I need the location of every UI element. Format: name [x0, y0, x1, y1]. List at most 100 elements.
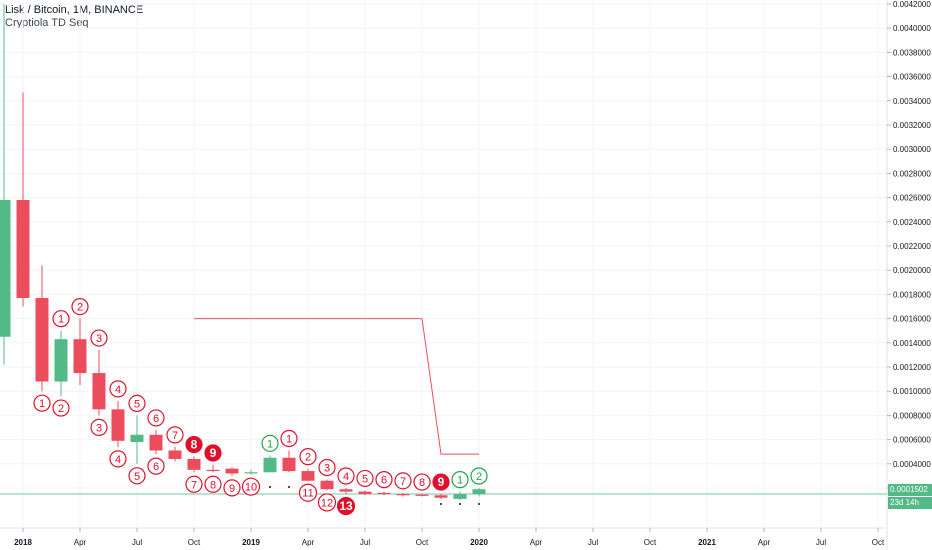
td-count-label: 4	[115, 454, 121, 466]
candle-body	[263, 457, 277, 473]
td-count-marker: 4	[337, 467, 355, 485]
y-tick-label: 0.0022000	[893, 242, 931, 251]
td-count-circle	[109, 450, 127, 468]
td-count-marker: 1	[451, 471, 469, 489]
candle	[168, 446, 182, 462]
td-count-marker: 10	[241, 477, 261, 496]
td-count-circle	[128, 394, 146, 412]
y-tick-label: 0.0014000	[893, 339, 931, 348]
td-count-circle	[147, 457, 165, 475]
td-count-marker: 6	[375, 471, 393, 489]
candle-body	[377, 492, 391, 495]
candle	[187, 456, 201, 473]
td-count-circle	[451, 471, 469, 489]
candle-body	[358, 491, 372, 495]
td-count-marker: 12	[317, 493, 337, 512]
candle	[73, 318, 87, 386]
td-count-label: 1	[267, 438, 273, 450]
candle	[282, 450, 296, 473]
td-count-marker: 9	[223, 479, 241, 497]
td-count-circle	[204, 475, 222, 493]
y-tick-label: 0.0024000	[893, 218, 931, 227]
td-count-marker: 6	[147, 409, 165, 427]
td-count-circle	[356, 469, 374, 488]
indicator-dot	[478, 503, 480, 505]
td-count-circle	[413, 473, 431, 491]
td-count-circle	[470, 467, 488, 485]
td-count-label: 6	[381, 475, 387, 487]
td-count-label: 5	[134, 471, 140, 483]
td-count-circle	[375, 471, 393, 489]
candle	[206, 465, 220, 473]
candle	[16, 92, 30, 307]
candle-body	[415, 494, 429, 496]
candle	[396, 492, 410, 497]
td-count-label: 5	[134, 398, 140, 410]
candle-body	[168, 450, 182, 459]
y-tick-label: 0.0010000	[893, 387, 931, 396]
candle	[301, 468, 315, 481]
y-tick-label: 0.0028000	[893, 169, 931, 178]
td-count-circle	[166, 426, 184, 444]
td-count-marker: 2	[470, 467, 488, 485]
td-count-label: 13	[339, 499, 353, 513]
td-count-circle	[336, 496, 356, 516]
td-count-label: 4	[115, 384, 121, 396]
td-count-marker: 7	[185, 475, 203, 493]
td-count-label: 3	[96, 422, 102, 434]
td-count-label: 7	[172, 430, 178, 442]
x-tick-label: 2018	[14, 538, 32, 547]
td-count-label: 1	[457, 475, 463, 487]
candle	[320, 479, 334, 491]
td-count-circle	[318, 458, 336, 477]
td-count-circle	[223, 479, 241, 497]
x-tick-label: 2021	[698, 538, 716, 547]
td-count-label: 9	[210, 446, 217, 460]
td-count-circle	[185, 435, 203, 454]
td-count-circle	[90, 329, 108, 347]
td-count-label: 2	[77, 302, 83, 314]
x-tick-label: Apr	[74, 538, 87, 547]
td-count-marker: 5	[128, 394, 146, 412]
td-count-label: 3	[324, 463, 330, 475]
td-count-marker: 2	[299, 448, 317, 466]
td-count-marker: 4	[109, 380, 127, 398]
td-count-label: 6	[153, 461, 159, 473]
td-count-label: 8	[210, 479, 216, 491]
td-count-label: 2	[476, 471, 482, 483]
candle-body	[396, 494, 410, 496]
candle	[0, 4, 11, 365]
td-count-circle	[90, 418, 108, 436]
candle-body	[301, 471, 315, 481]
candle	[35, 265, 49, 392]
y-tick-label: 0.0036000	[893, 73, 931, 82]
indicator-label[interactable]: Cryptiola TD Seq	[5, 17, 89, 29]
y-tick-label: 0.0030000	[893, 145, 931, 154]
td-count-label: 1	[58, 314, 64, 326]
x-tick-label: Apr	[302, 538, 315, 547]
candle-body	[187, 458, 201, 470]
td-count-label: 2	[58, 403, 64, 415]
td-count-label: 8	[419, 477, 425, 489]
indicator-dot	[459, 503, 461, 505]
candle	[244, 469, 258, 475]
td-count-marker: 9	[204, 444, 222, 462]
td-count-label: 10	[245, 482, 257, 494]
candle	[339, 488, 353, 495]
candle-body	[16, 200, 30, 299]
indicator-dot	[288, 486, 290, 488]
y-tick-label: 0.0016000	[893, 315, 931, 324]
x-tick-label: 2019	[242, 538, 260, 547]
candle	[453, 491, 467, 501]
td-count-label: 12	[321, 497, 333, 509]
y-tick-label: 0.0006000	[893, 436, 931, 445]
td-count-marker: 3	[90, 329, 108, 347]
td-count-marker: 2	[52, 399, 70, 417]
td-count-circle	[241, 477, 261, 496]
td-count-label: 2	[305, 452, 311, 464]
chart-title: Lisk / Bitcoin, 1M, BINANCE	[5, 4, 144, 16]
candle-body	[434, 495, 448, 498]
candle-body	[244, 472, 258, 474]
td-count-marker: 2	[71, 298, 89, 316]
